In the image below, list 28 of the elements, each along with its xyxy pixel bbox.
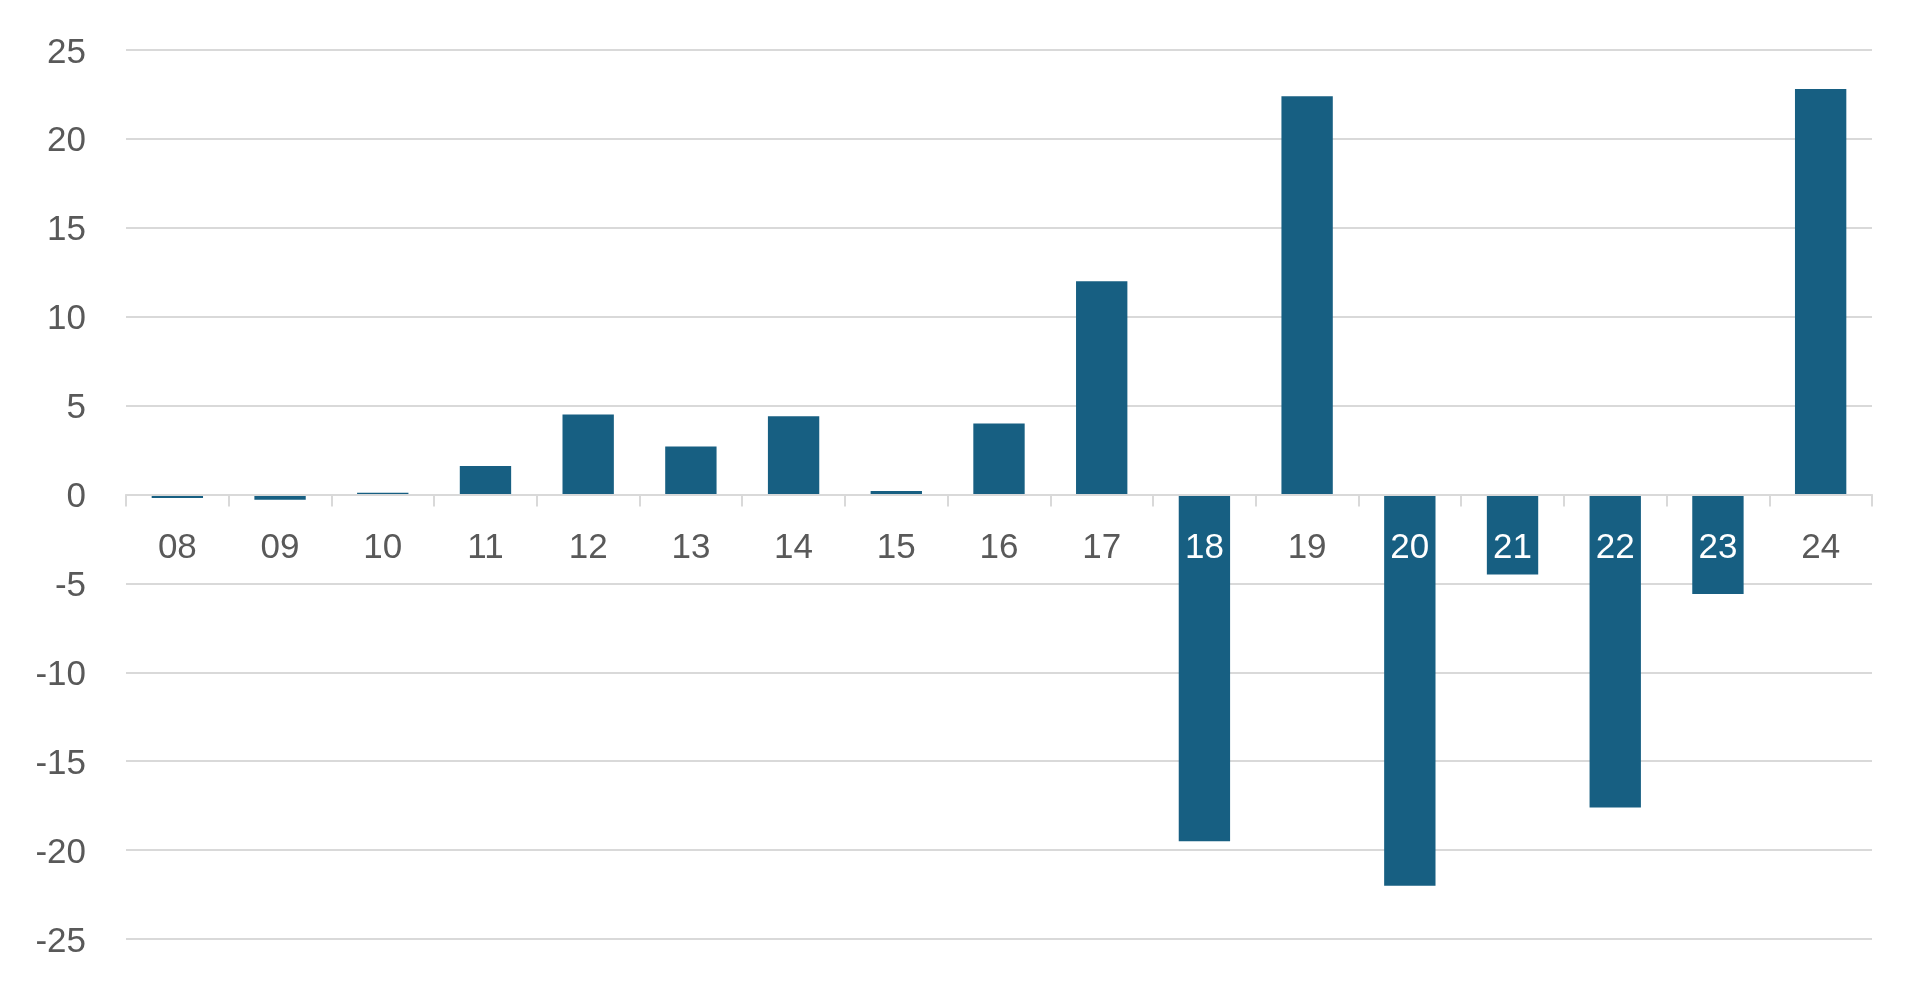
- y-tick-label: 20: [47, 119, 86, 159]
- x-tick-label: 12: [568, 525, 608, 565]
- y-tick-label: 0: [66, 475, 86, 514]
- y-tick-label: -5: [54, 563, 86, 603]
- y-tick-label: -20: [35, 830, 86, 870]
- x-tick-label: 16: [979, 525, 1019, 565]
- x-tick-label: 14: [774, 525, 814, 565]
- x-tick-label: 20: [1390, 525, 1430, 565]
- x-tick-label: 10: [363, 525, 403, 565]
- x-tick-label: 11: [467, 525, 504, 565]
- x-tick-label: 24: [1801, 525, 1841, 565]
- y-tick-label: 15: [47, 208, 86, 248]
- y-tick-label: 5: [66, 386, 86, 426]
- x-tick-label: 23: [1698, 525, 1738, 565]
- x-tick-label: 22: [1595, 525, 1635, 565]
- x-tick-label: 09: [260, 525, 300, 565]
- x-tick-label: 18: [1184, 525, 1224, 565]
- x-tick-label: 13: [671, 525, 711, 565]
- x-tick-label: 17: [1082, 525, 1122, 565]
- x-tick-label: 15: [876, 525, 916, 565]
- y-tick-label: -15: [35, 741, 86, 781]
- x-tick-label: 19: [1287, 525, 1327, 565]
- y-tick-label: 25: [47, 30, 86, 70]
- y-tick-label: 10: [47, 297, 86, 337]
- x-tick-label: 21: [1493, 525, 1532, 565]
- y-tick-label: -10: [35, 652, 86, 692]
- x-tick-label: 08: [157, 525, 197, 565]
- y-tick-label: -25: [35, 919, 86, 959]
